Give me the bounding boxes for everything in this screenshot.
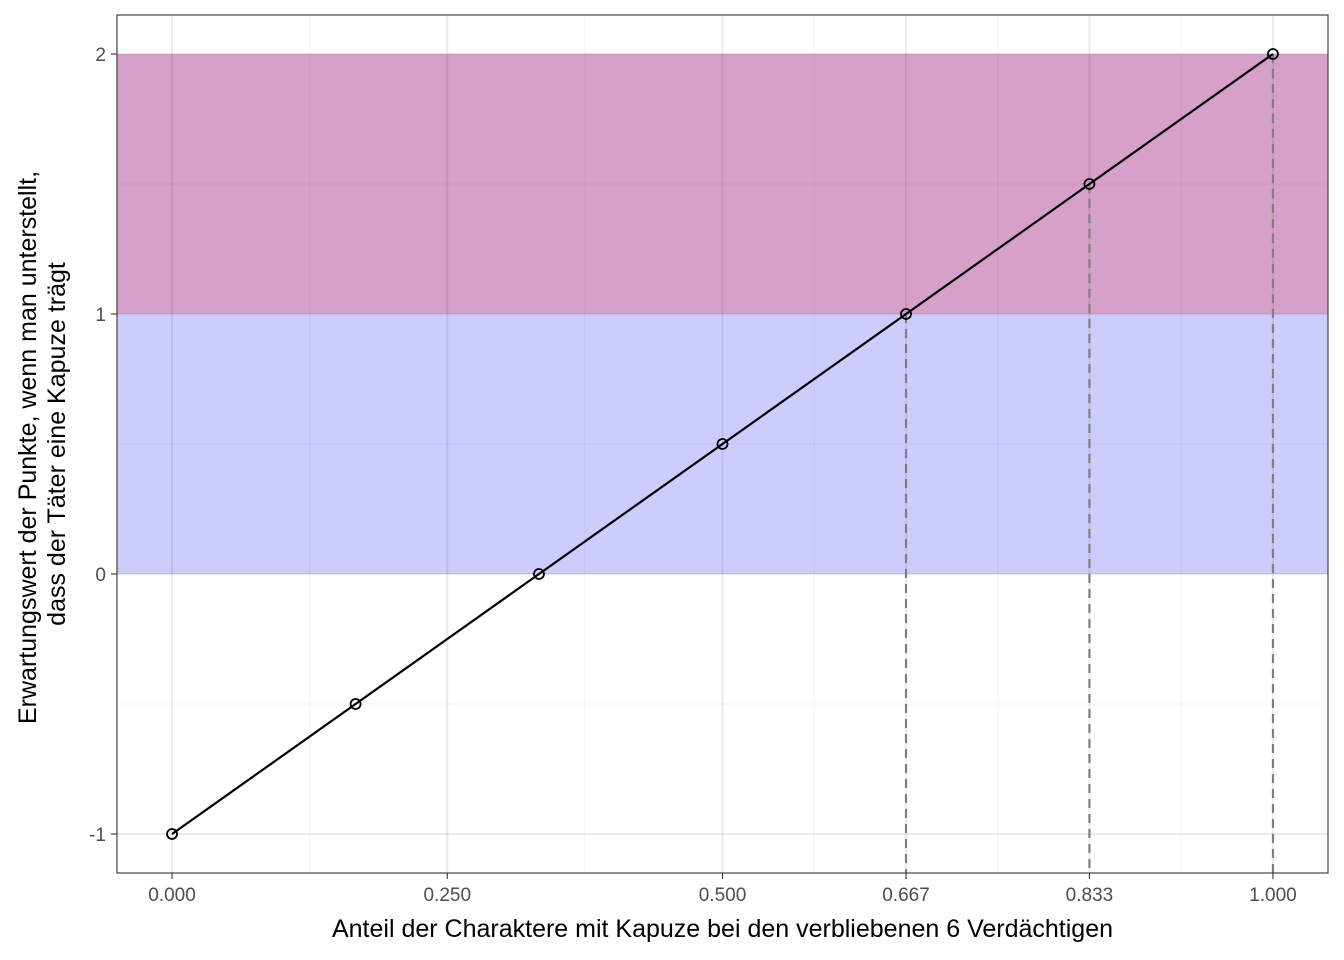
- y-tick-label-3: 2: [95, 45, 106, 66]
- band-1: [117, 54, 1328, 314]
- y-tick-label-1: 0: [95, 565, 106, 586]
- x-tick-label-5: 1.000: [1249, 885, 1297, 906]
- x-tick-label-0: 0.000: [148, 885, 196, 906]
- x-tick-label-2: 0.500: [699, 885, 747, 906]
- x-tick-label-3: 0.667: [882, 885, 930, 906]
- x-axis-title: Anteil der Charaktere mit Kapuze bei den…: [332, 915, 1113, 943]
- data-point-4: [900, 308, 912, 320]
- x-tick-label-1: 0.250: [423, 885, 471, 906]
- y-axis-title-line-2: dass der Täter eine Kapuze trägt: [43, 262, 71, 626]
- y-tick-label-0: -1: [89, 825, 106, 846]
- y-axis-title-line-1: Erwartungswert der Punkte, wenn man unte…: [14, 171, 42, 724]
- y-axis-title: Erwartungswert der Punkte, wenn man unte…: [14, 164, 71, 724]
- x-tick-label-4: 0.833: [1066, 885, 1114, 906]
- series: [166, 48, 1279, 840]
- series-line-0: [171, 53, 1274, 835]
- dashed-guides: [904, 54, 1275, 873]
- y-tick-label-2: 1: [95, 305, 106, 326]
- tick-labels: 0.000 0.250 0.500 0.667 0.833 1.000 -1 0 1 2: [89, 45, 1297, 906]
- data-point-3: [716, 438, 729, 450]
- data-point-6: [1267, 48, 1279, 60]
- data-point-2: [533, 568, 545, 580]
- data-point-0: [166, 828, 178, 840]
- ticks: [111, 53, 1274, 879]
- data-point-1: [349, 698, 362, 710]
- data-point-5: [1083, 178, 1096, 190]
